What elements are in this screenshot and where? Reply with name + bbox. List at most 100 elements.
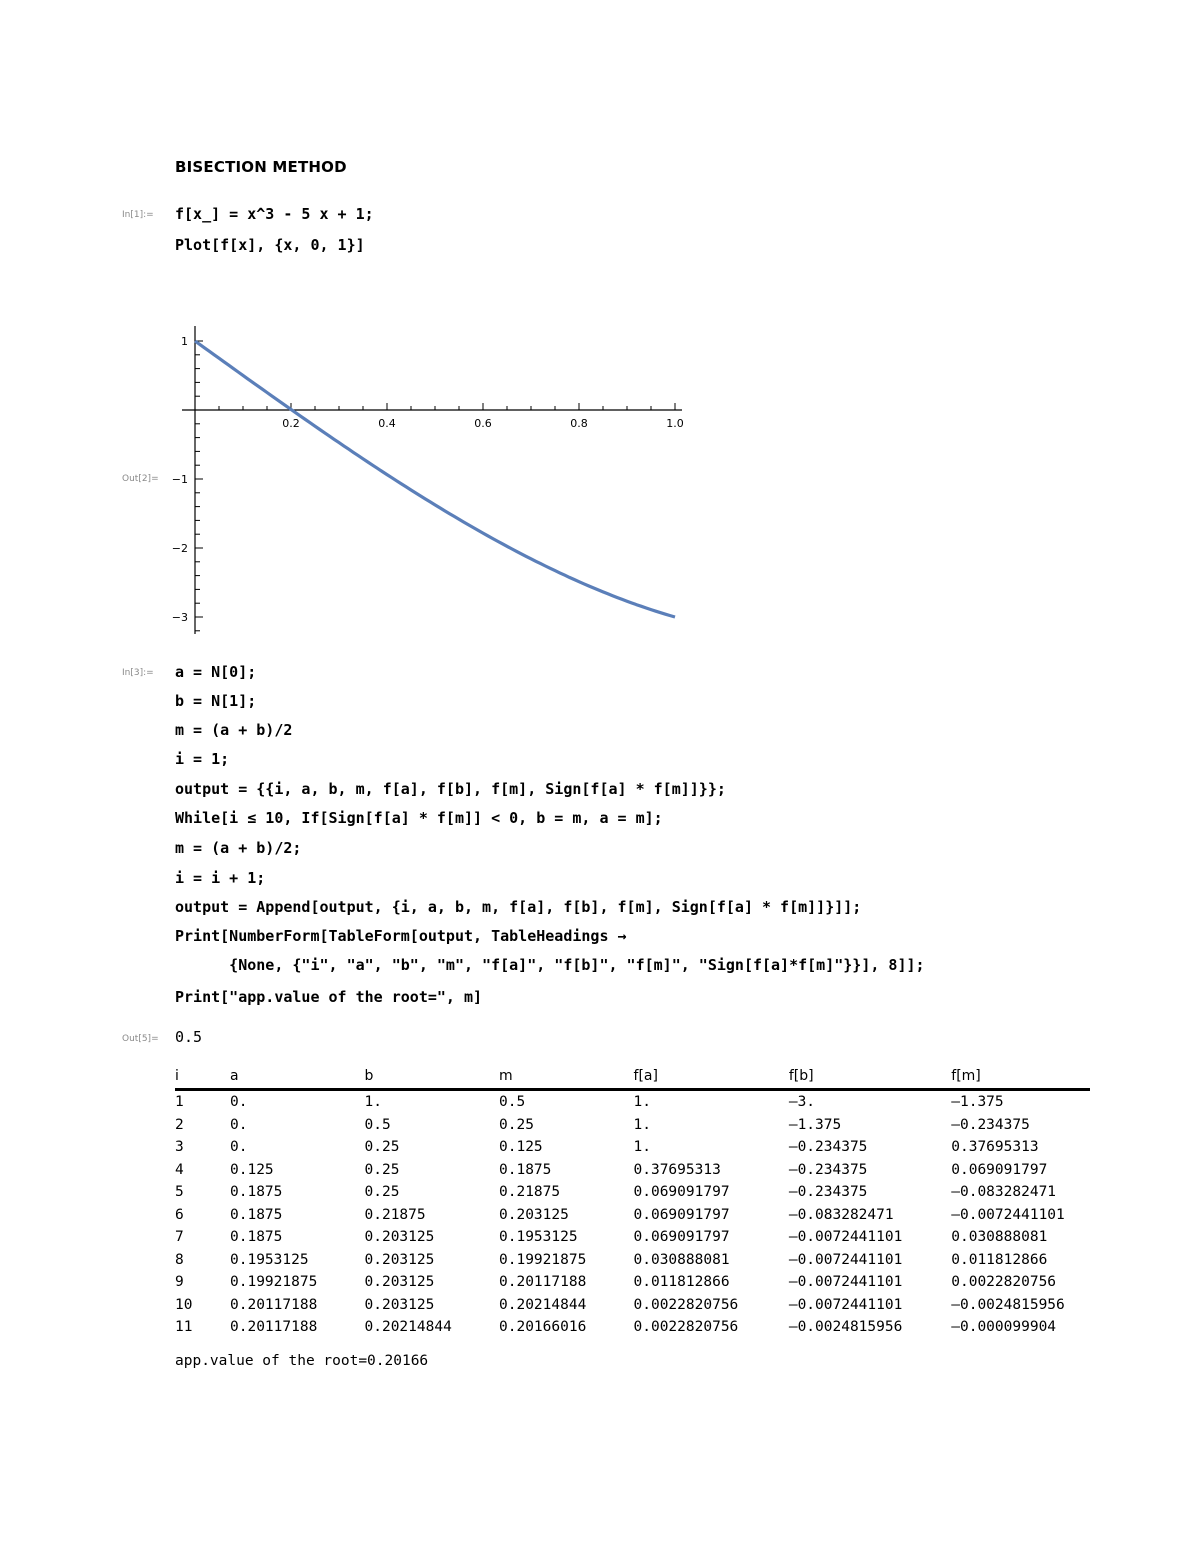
cell-label-out5: Out[5]= (122, 1034, 159, 1044)
table-cell: 0.25 (499, 1116, 534, 1133)
svg-text:−2: −2 (172, 542, 188, 555)
table-cell: –0.234375 (788, 1161, 868, 1178)
table-cell: 0.069091797 (951, 1161, 1048, 1178)
table-row: 4 0.125 0.25 0.1875 0.37695313 –0.234375 0.069… (175, 1159, 1090, 1182)
table-cell: 0.20117188 (499, 1274, 587, 1291)
table-cell: 5 (175, 1184, 184, 1201)
table-cell: –0.0072441101 (788, 1251, 903, 1268)
table-cell: 0.5 (364, 1116, 391, 1133)
table-cell: 1. (633, 1094, 651, 1111)
code-line[interactable]: output = {{i, a, b, m, f[a], f[b], f[m],… (175, 780, 726, 798)
table-cell: –1.375 (951, 1094, 1004, 1111)
header-i: i (175, 1066, 231, 1091)
table-row: 2 0. 0.5 0.25 1. –1.375 –0.234375 (175, 1114, 1090, 1137)
output-value: 0.5 (175, 1028, 203, 1046)
table-cell: –0.234375 (788, 1139, 868, 1156)
code-line[interactable]: m = (a + b)/2; (175, 839, 302, 857)
code-line[interactable]: f[x_] = x^3 - 5 x + 1; (175, 205, 374, 223)
table-cell: 0.203125 (364, 1251, 435, 1268)
header-b: b (364, 1066, 500, 1091)
table-cell: 0.203125 (364, 1274, 435, 1291)
table-cell: 0.069091797 (633, 1229, 730, 1246)
svg-text:0.8: 0.8 (570, 417, 588, 430)
table-cell: –0.0072441101 (788, 1274, 903, 1291)
table-cell: 1. (633, 1139, 651, 1156)
code-line[interactable]: Print["app.value of the root=", m] (175, 988, 483, 1006)
notebook-title: BISECTION METHOD (175, 158, 347, 176)
code-line[interactable]: m = (a + b)/2 (175, 721, 293, 739)
code-line[interactable]: i = 1; (175, 750, 230, 768)
table-row: 10 0.20117188 0.203125 0.20214844 0.00228207… (175, 1294, 1090, 1317)
table-cell: 0.1875 (499, 1161, 552, 1178)
table-cell: –0.083282471 (788, 1206, 894, 1223)
table-cell: 0.5 (499, 1094, 526, 1111)
table-cell: 0.37695313 (951, 1139, 1039, 1156)
table-cell: –0.0024815956 (788, 1319, 903, 1336)
table-cell: 0.0022820756 (633, 1296, 739, 1313)
table-cell: –0.0072441101 (788, 1296, 903, 1313)
code-line[interactable]: While[i ≤ 10, If[Sign[f[a] * f[m]] < 0, … (175, 809, 663, 827)
table-cell: 0.19921875 (230, 1274, 318, 1291)
table-cell: 0.069091797 (633, 1184, 730, 1201)
header-m: m (499, 1066, 634, 1091)
table-cell: 6 (175, 1206, 184, 1223)
code-line[interactable]: output = Append[output, {i, a, b, m, f[a… (175, 898, 862, 916)
plot-axes (182, 326, 682, 634)
table-cell: 4 (175, 1161, 184, 1178)
svg-text:−1: −1 (172, 473, 188, 486)
function-plot[interactable]: 0.2 0.4 0.6 0.8 1.0 1 −1 −2 −3 (170, 318, 700, 648)
cell-label-out2: Out[2]= (122, 474, 159, 484)
code-line[interactable]: i = i + 1; (175, 869, 266, 887)
table-row: 1 0. 1. 0.5 1. –3. –1.375 (175, 1090, 1090, 1114)
table-cell: 0.203125 (364, 1296, 435, 1313)
table-cell: 0.1953125 (230, 1251, 309, 1268)
table-cell: 0.20214844 (499, 1296, 587, 1313)
table-cell: 0. (230, 1094, 248, 1111)
table-cell: –0.234375 (788, 1184, 868, 1201)
table-cell: 0.203125 (364, 1229, 435, 1246)
table-cell: 11 (175, 1319, 193, 1336)
table-cell: 0.030888081 (633, 1251, 730, 1268)
table-cell: 0.25 (364, 1184, 400, 1201)
code-line[interactable]: Print[NumberForm[TableForm[output, Table… (175, 927, 627, 945)
svg-text:0.2: 0.2 (282, 417, 300, 430)
table-cell: –3. (788, 1094, 816, 1111)
cell-label-in1: In[1]:= (122, 210, 154, 220)
code-line[interactable]: Plot[f[x], {x, 0, 1}] (175, 236, 365, 254)
print-output: app.value of the root=0.20166 (175, 1353, 429, 1369)
table-header-row: i a b m f[a] f[b] f[m] (175, 1066, 1090, 1091)
table-cell: 2 (175, 1116, 184, 1133)
table-cell: 10 (175, 1296, 193, 1313)
table-cell: 0.20166016 (499, 1319, 587, 1336)
table-cell: 0.20214844 (364, 1319, 452, 1336)
table-cell: –0.0072441101 (951, 1206, 1065, 1223)
svg-text:1.0: 1.0 (666, 417, 684, 430)
code-line[interactable]: a = N[0]; (175, 663, 257, 681)
table-cell: 0.125 (499, 1139, 543, 1156)
cell-label-in3: In[3]:= (122, 668, 154, 678)
table-cell: 0.1875 (230, 1206, 283, 1223)
table-container: i a b m f[a] f[b] f[m] 1 0. 1. 0.5 1. –3. –1.3… (170, 1062, 1090, 1342)
table-cell: 0.1953125 (499, 1229, 578, 1246)
table-cell: 0.37695313 (633, 1161, 721, 1178)
iteration-table: i a b m f[a] f[b] f[m] 1 0. 1. 0.5 1. –3. –1.3… (175, 1066, 1090, 1339)
table-row: 6 0.1875 0.21875 0.203125 0.069091797 –0.0832… (175, 1204, 1090, 1227)
plot-curve (194, 339, 676, 619)
table-cell: 0.21875 (364, 1206, 426, 1223)
header-fa: f[a] (633, 1066, 789, 1091)
table-row: 9 0.19921875 0.203125 0.20117188 0.011812866… (175, 1271, 1090, 1294)
table-cell: –0.083282471 (951, 1184, 1057, 1201)
header-fm: f[m] (951, 1066, 1090, 1091)
table-cell: 0.011812866 (633, 1274, 730, 1291)
code-line[interactable]: b = N[1]; (175, 692, 257, 710)
table-cell: 1. (633, 1116, 651, 1133)
table-cell: 0.19921875 (499, 1251, 587, 1268)
table-cell: –0.0072441101 (788, 1229, 903, 1246)
table-cell: 8 (175, 1251, 184, 1268)
table-cell: 3 (175, 1139, 184, 1156)
code-line[interactable]: {None, {"i", "a", "b", "m", "f[a]", "f[b… (175, 956, 925, 974)
header-fb: f[b] (788, 1066, 952, 1091)
table-cell: 0.0022820756 (951, 1274, 1057, 1291)
table-cell: 0.20117188 (230, 1319, 318, 1336)
y-axis-ticks (195, 340, 203, 632)
